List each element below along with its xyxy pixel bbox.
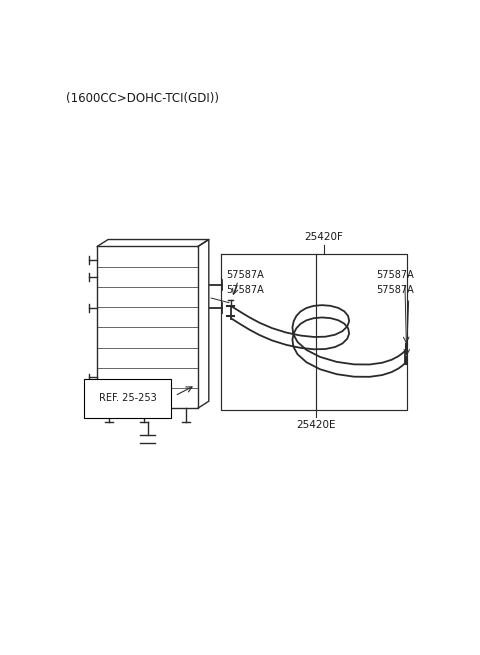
Text: 57587A: 57587A	[376, 286, 414, 295]
Text: 25420F: 25420F	[304, 232, 343, 242]
Text: 57587A: 57587A	[376, 270, 414, 280]
Text: 57587A: 57587A	[227, 286, 264, 295]
Text: REF. 25-253: REF. 25-253	[99, 393, 156, 403]
Text: (1600CC>DOHC-TCI(GDI)): (1600CC>DOHC-TCI(GDI))	[66, 92, 219, 105]
Text: 57587A: 57587A	[227, 270, 264, 280]
Text: 25420E: 25420E	[296, 420, 336, 430]
